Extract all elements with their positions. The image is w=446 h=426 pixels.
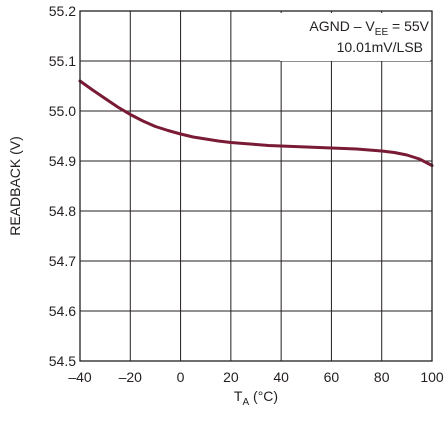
annotation-background [280, 13, 430, 61]
y-tick-label: 54.6 [49, 303, 76, 319]
y-axis-title: READBACK (V) [7, 136, 23, 236]
x-tick-label: 20 [223, 369, 239, 385]
x-axis-title-unit: (°C) [249, 388, 278, 404]
x-tick-label: –40 [68, 369, 92, 385]
x-tick-label: 80 [374, 369, 390, 385]
x-axis-title: TA (°C) [234, 388, 278, 408]
x-tick-labels: –40 –20 0 20 40 60 80 100 [68, 369, 444, 385]
annotation-supply-main: AGND – V [309, 18, 375, 34]
annotation-supply: AGND – VEE = 55V [309, 18, 429, 38]
x-tick-label: 0 [177, 369, 185, 385]
annotation-supply-sub: EE [375, 27, 389, 38]
annotation-lsb: 10.01mV/LSB [337, 39, 423, 55]
y-tick-label: 54.8 [49, 203, 76, 219]
x-tick-label: –20 [119, 369, 143, 385]
x-tick-label: 100 [420, 369, 444, 385]
series-layer [78, 79, 434, 167]
y-tick-label: 55.0 [49, 103, 76, 119]
y-tick-label: 55.1 [49, 53, 76, 69]
annotation-supply-rest: = 55V [388, 18, 430, 34]
y-tick-label: 54.5 [49, 353, 76, 369]
x-axis-title-sub: A [242, 397, 249, 408]
series-line [78, 79, 434, 167]
plot-frame [79, 10, 433, 362]
grid [79, 10, 433, 362]
y-tick-labels: 54.5 54.6 54.7 54.8 54.9 55.0 55.1 55.2 [49, 3, 76, 369]
y-tick-label: 54.7 [49, 253, 76, 269]
y-tick-label: 54.9 [49, 153, 76, 169]
y-tick-label: 55.2 [49, 3, 76, 19]
x-tick-label: 60 [324, 369, 340, 385]
x-tick-label: 40 [273, 369, 289, 385]
x-axis-title-main: T [234, 388, 243, 404]
